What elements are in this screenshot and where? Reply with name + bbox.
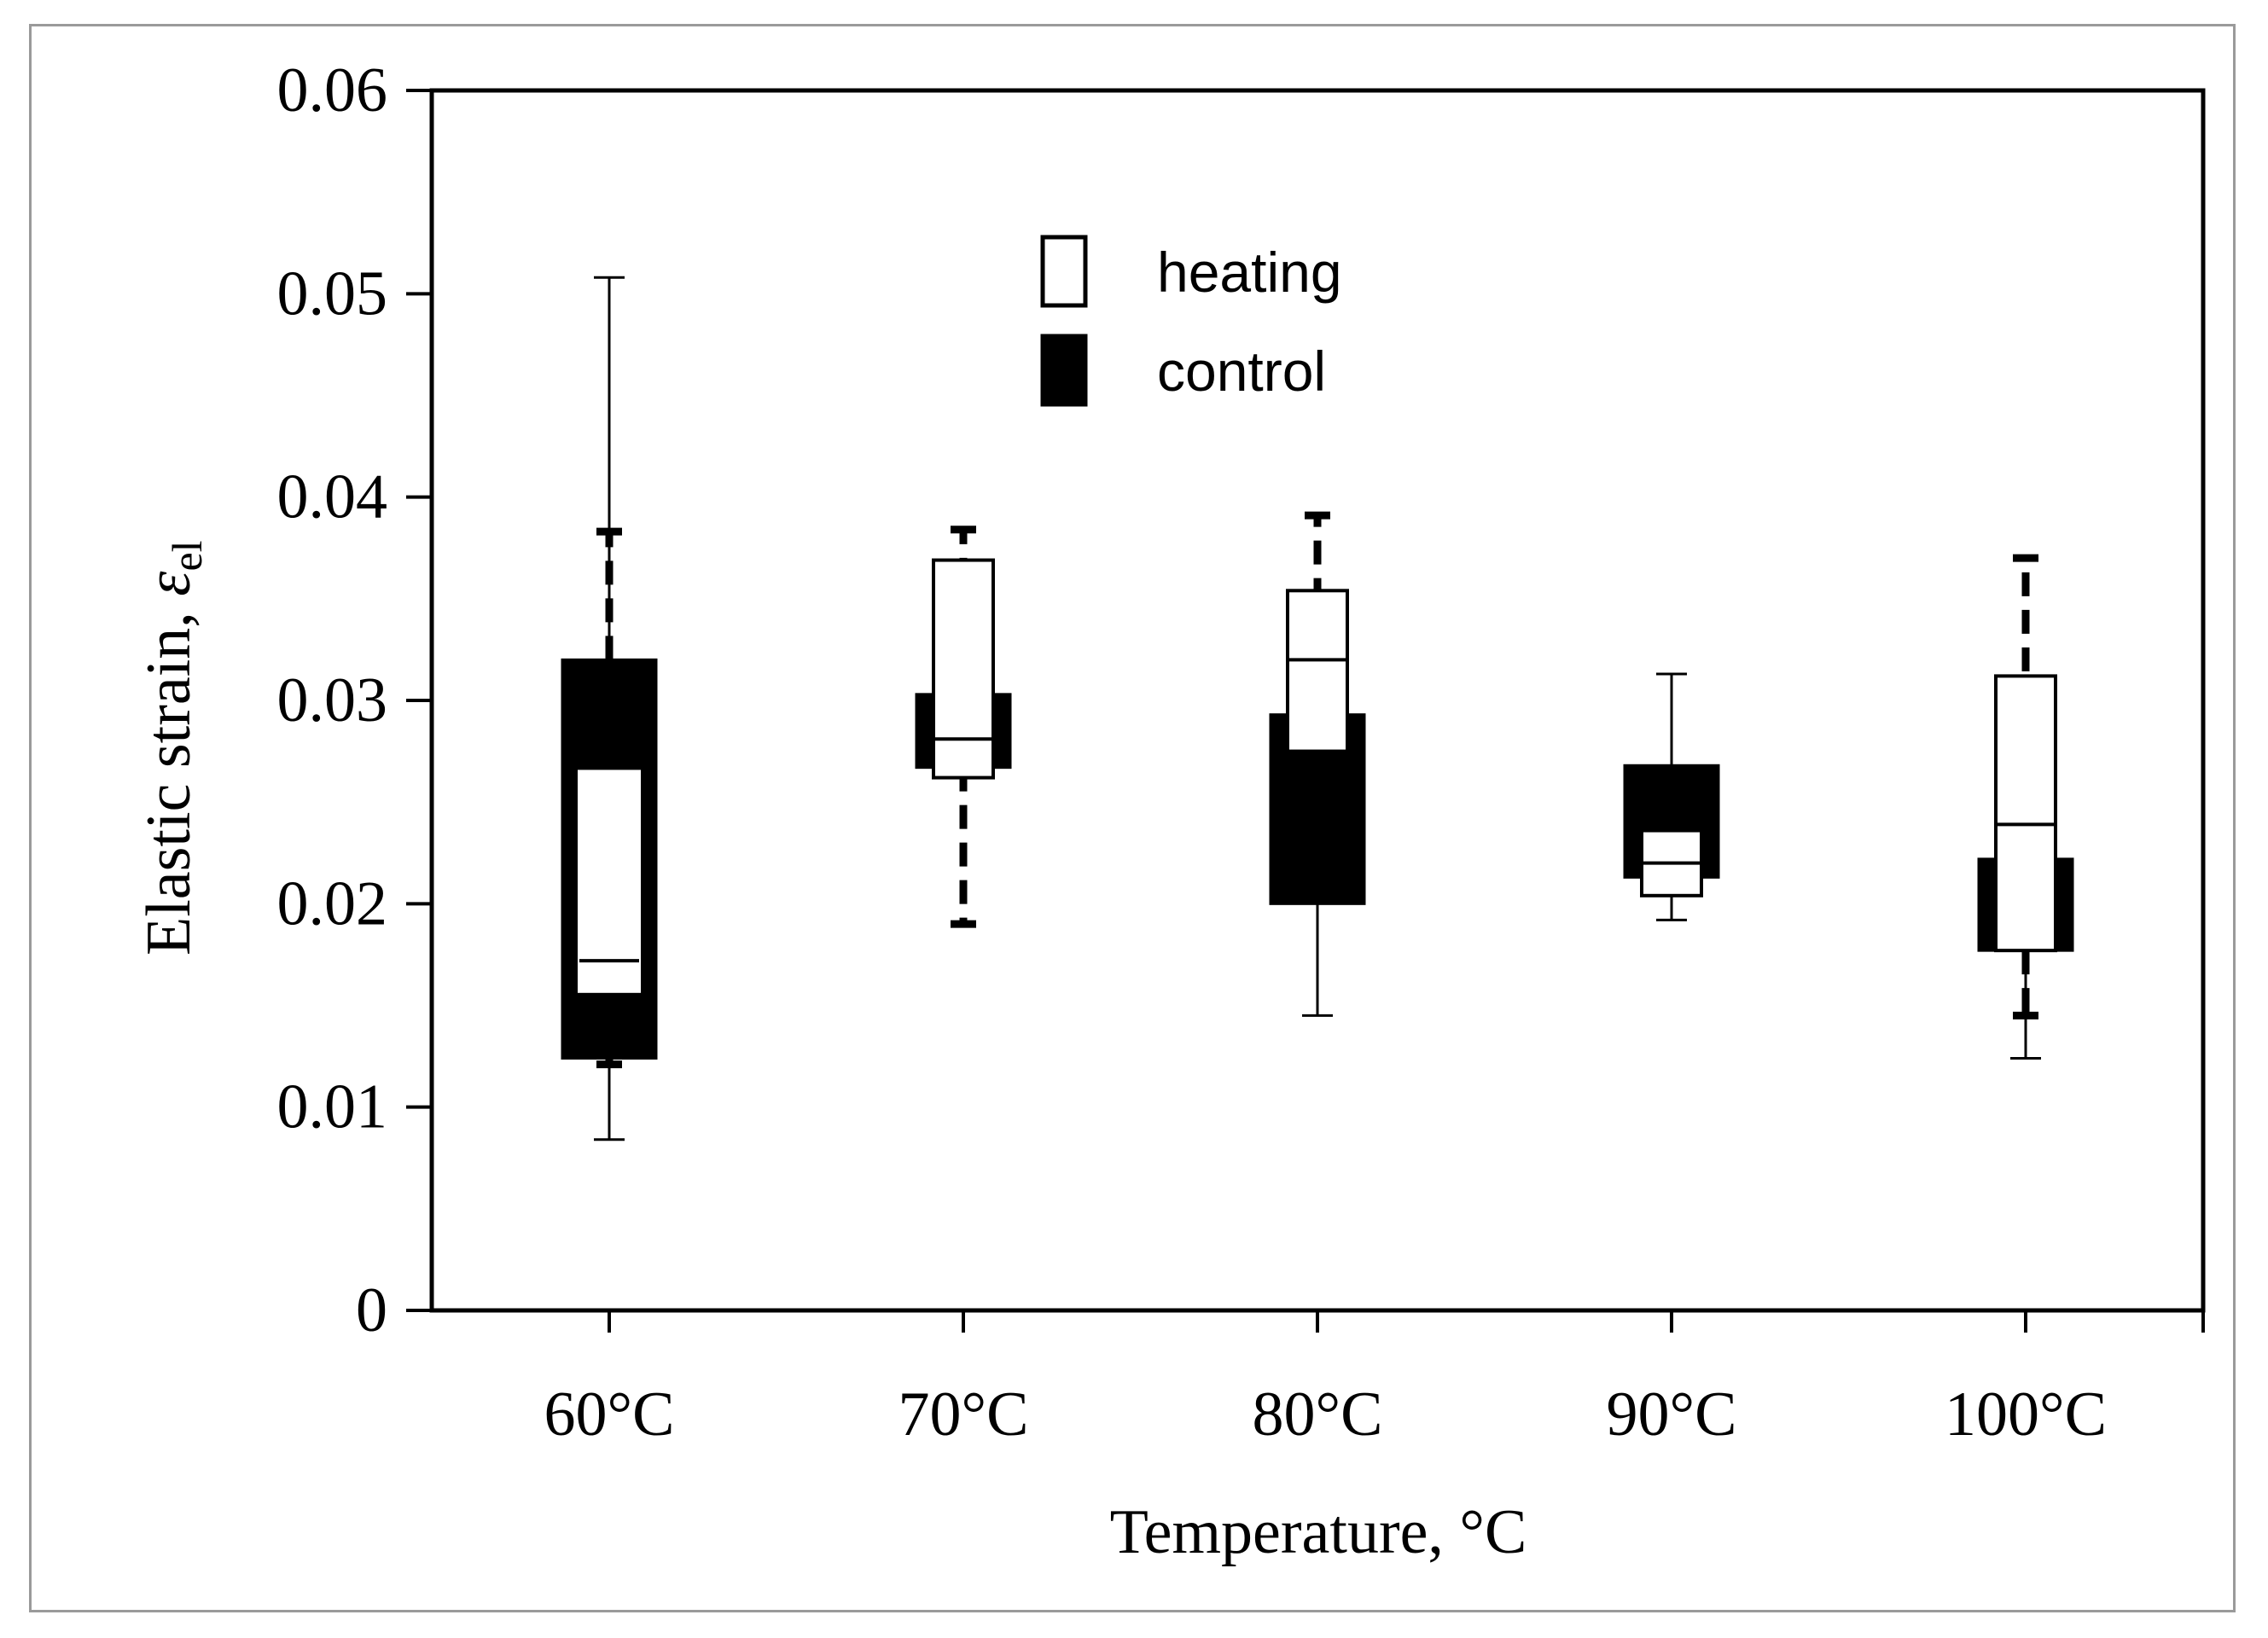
y-axis: 0 0.01 0.02 0.03 0.04 0.05 0.06 (277, 55, 432, 1345)
heating-box (1994, 674, 2057, 953)
heating-box-group (578, 276, 641, 1141)
y-tick-label: 0.05 (277, 258, 388, 328)
y-tick-label: 0 (356, 1275, 387, 1345)
legend-swatch-control (1040, 334, 1088, 407)
x-tick-label: 70°C (898, 1380, 1029, 1449)
y-tick-label: 0.01 (277, 1072, 388, 1142)
legend: heating control (1040, 235, 1342, 407)
legend-label-heating: heating (1157, 241, 1342, 304)
x-tick-label: 100°C (1945, 1380, 2107, 1449)
heating-box-group (932, 558, 995, 780)
figure-frame (29, 24, 2236, 1612)
x-axis: 60°C 70°C 80°C 90°C 100°C (544, 1310, 2205, 1449)
heating-box (578, 770, 641, 993)
legend-swatch-heating (1040, 235, 1088, 308)
box-series (561, 276, 2074, 1141)
heating-box (932, 558, 995, 780)
heating-box-group (1994, 674, 2057, 1060)
x-tick-label: 80°C (1253, 1380, 1383, 1449)
heating-box-group (1286, 589, 1349, 1017)
heating-box-group (1640, 672, 1703, 921)
y-axis-title-text: Elastic strain, (134, 596, 204, 956)
y-axis-title-symbol: ε (134, 571, 204, 596)
y-tick-label: 0.02 (277, 868, 388, 938)
x-tick-label: 60°C (544, 1380, 675, 1449)
y-tick-label: 0.03 (277, 665, 388, 735)
y-axis-title-subscript: el (163, 540, 211, 571)
legend-label-control: control (1157, 340, 1326, 403)
heating-box (1286, 589, 1349, 753)
y-axis-title: Elastic strain, εel (134, 540, 211, 956)
y-tick-label: 0.04 (277, 462, 388, 532)
x-tick-label: 90°C (1607, 1380, 1737, 1449)
y-tick-label: 0.06 (277, 55, 388, 125)
x-axis-title: Temperature, °C (1110, 1497, 1527, 1567)
